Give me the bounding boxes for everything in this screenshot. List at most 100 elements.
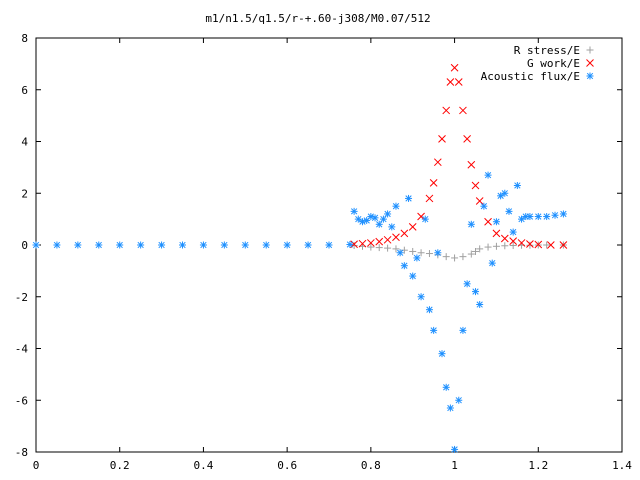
y-tick-label: 8 [21, 32, 28, 45]
data-point [304, 241, 312, 249]
data-point [375, 244, 383, 252]
data-point [371, 214, 379, 222]
data-point [454, 78, 463, 86]
data-point [396, 249, 404, 257]
series-2 [32, 171, 567, 453]
x-tick-label: 1.2 [528, 459, 548, 472]
data-point [484, 171, 492, 179]
data-point [417, 249, 425, 257]
data-point [526, 213, 534, 221]
chart-title: m1/n1.5/q1.5/r-+.60-j308/M0.07/512 [205, 12, 430, 25]
y-tick-label: 6 [21, 84, 28, 97]
data-point [509, 237, 518, 245]
data-point [497, 192, 505, 200]
data-point [262, 241, 270, 249]
data-point [484, 243, 492, 251]
axis-ticks: 0 0.2 0.4 0.6 0.8 1 1.2 1.4 -8 -6 -4 -2 0 2 4 6 8 [15, 32, 633, 472]
data-point [484, 217, 492, 226]
data-point [379, 215, 387, 223]
data-point [450, 63, 459, 72]
data-point [350, 207, 358, 215]
legend-marker [586, 72, 594, 80]
data-point [74, 241, 82, 249]
data-point [434, 249, 442, 257]
data-point [413, 254, 421, 262]
data-point [425, 250, 433, 258]
data-point [241, 241, 249, 249]
data-point [179, 241, 186, 249]
x-tick-label: 0.8 [361, 459, 381, 472]
data-point [472, 247, 479, 255]
data-point [430, 326, 438, 334]
data-point [471, 181, 480, 190]
data-point [518, 215, 526, 223]
data-point [480, 202, 488, 210]
data-point [400, 229, 409, 238]
data-point [500, 234, 509, 243]
data-point [492, 242, 500, 250]
data-point [116, 241, 124, 249]
data-point [442, 383, 450, 391]
data-point [463, 135, 471, 143]
data-point [526, 241, 534, 249]
x-tick-label: 0.6 [277, 459, 297, 472]
data-point [158, 241, 166, 249]
data-point [509, 242, 517, 250]
data-point [367, 239, 375, 247]
legend-label: Acoustic flux/E [481, 70, 580, 83]
y-tick-label: -2 [15, 291, 28, 304]
data-point [392, 245, 400, 253]
data-point [53, 241, 61, 249]
series-1 [350, 63, 568, 249]
data-point [438, 135, 446, 143]
series-0 [350, 241, 567, 262]
data-point [375, 237, 384, 246]
data-point [446, 404, 454, 412]
data-point [409, 247, 417, 255]
data-point [354, 215, 362, 223]
data-point [429, 179, 438, 187]
data-point [405, 194, 413, 202]
data-point [509, 228, 517, 236]
data-point [551, 211, 559, 219]
data-point [501, 189, 509, 197]
data-point [472, 288, 479, 296]
data-point [137, 241, 145, 249]
data-point [408, 223, 417, 231]
data-point [346, 240, 354, 248]
legend-label: R stress/E [514, 44, 580, 57]
data-point [451, 445, 459, 453]
data-point [467, 250, 475, 258]
data-point [95, 241, 103, 249]
data-point [501, 242, 509, 250]
data-point [459, 253, 467, 261]
data-point [400, 246, 408, 254]
data-point [459, 326, 467, 334]
y-tick-label: -4 [15, 343, 29, 356]
x-tick-label: 0.4 [193, 459, 213, 472]
data-point [463, 280, 471, 288]
data-point [425, 306, 433, 314]
y-tick-label: -8 [15, 446, 28, 459]
data-point [375, 220, 383, 228]
data-point [358, 239, 367, 248]
data-point [325, 241, 333, 249]
y-tick-label: 4 [21, 136, 28, 149]
x-tick-label: 0 [33, 459, 40, 472]
data-point [517, 239, 526, 247]
x-tick-label: 1.4 [612, 459, 632, 472]
data-point [546, 241, 555, 249]
data-point [421, 215, 429, 223]
legend-marker [586, 59, 594, 67]
data-point [543, 241, 551, 249]
data-point [32, 241, 40, 249]
data-point [543, 213, 551, 221]
data-marks [32, 63, 568, 453]
data-point [559, 210, 567, 218]
data-point [383, 235, 392, 244]
data-point [467, 160, 476, 169]
data-point [513, 181, 521, 189]
data-point [438, 350, 446, 358]
